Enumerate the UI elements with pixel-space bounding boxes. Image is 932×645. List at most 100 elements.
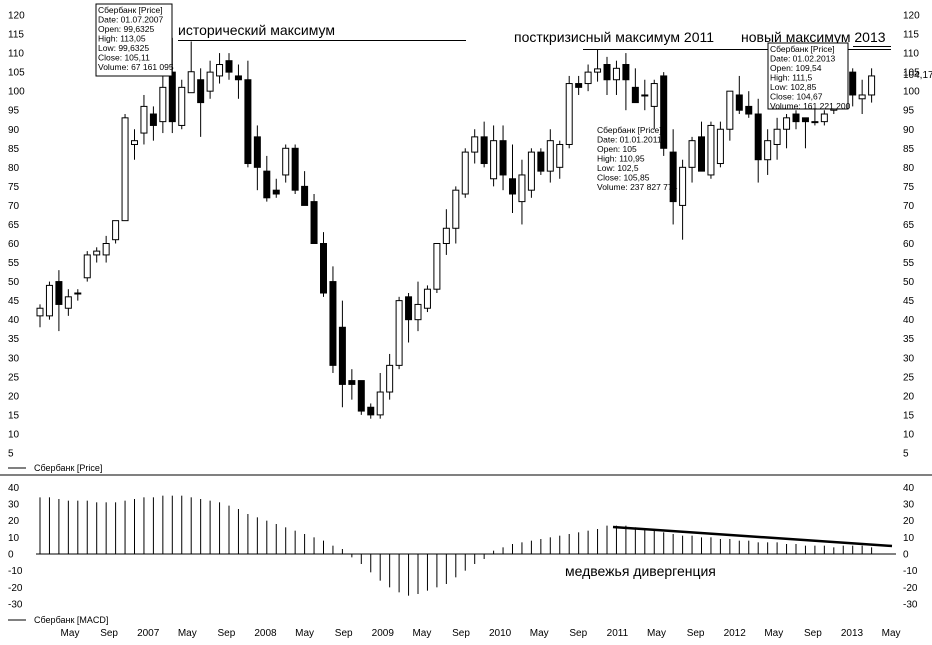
candle (764, 129, 772, 175)
candle-body-down (480, 136, 488, 165)
candle-body-up (556, 143, 564, 168)
macd-y-ticks-right: -30 -20 -10 0 10 20 30 40 (903, 483, 918, 611)
candle (301, 171, 309, 206)
tooltip-line: High: 111,5 (770, 73, 812, 83)
candle-body-up (688, 140, 696, 168)
candle-body-down (244, 79, 252, 165)
candle (858, 79, 866, 115)
annotation-historic-max: исторический максимум (178, 22, 335, 38)
macd-y-tick-left: 40 (8, 483, 20, 494)
price-panel: 5 10 15 20 25 30 35 40 45 50 55 60 65 70 75 80 85 90 95 100… (8, 3, 932, 460)
candle-body-down (631, 86, 639, 104)
candle (149, 106, 157, 141)
price-y-tick-right: 65 (903, 220, 915, 231)
candle (376, 372, 384, 419)
price-y-tick-left: 100 (8, 87, 25, 98)
candle (263, 155, 271, 202)
candle (660, 72, 668, 156)
candle-body-up (83, 254, 91, 279)
x-axis-label: 2007 (137, 628, 160, 639)
price-y-tick-left: 90 (8, 125, 20, 136)
x-axis-label: Sep (218, 628, 236, 639)
candle-body-up (612, 67, 620, 81)
candle-body-up (131, 140, 138, 145)
candle-body-up (112, 220, 120, 241)
candle-body-down (698, 136, 705, 172)
x-axis-label: Sep (100, 628, 118, 639)
candle-body-down (234, 75, 242, 81)
candle (556, 140, 564, 179)
candle-body-down (745, 105, 753, 115)
candle-body-up (395, 300, 403, 366)
macd-legend-label: Сбербанк [MACD] (34, 615, 108, 625)
tooltip-line: Date: 01.02.2013 (770, 54, 835, 64)
price-y-tick-left: 95 (8, 106, 20, 117)
price-y-tick-right: 5 (903, 448, 909, 459)
candle-body-up (187, 71, 195, 94)
candle-body-up (216, 64, 224, 77)
candle-body-up (461, 151, 469, 195)
candle-body-up (594, 68, 602, 73)
price-y-tick-right: 70 (903, 201, 915, 212)
candle-body-up (811, 121, 819, 124)
candle (329, 266, 337, 373)
price-y-tick-left: 30 (8, 353, 20, 364)
candle (112, 220, 120, 244)
candle-body-down (575, 83, 583, 88)
candle-body-down (754, 113, 762, 161)
candle-body-up (206, 71, 214, 92)
candle (631, 68, 639, 104)
candle-body-down (338, 326, 346, 385)
candle-body-up (386, 364, 394, 393)
candle-body-up (423, 288, 431, 309)
candle-body-down (622, 64, 630, 81)
x-axis-label: May (412, 628, 431, 639)
price-y-tick-right: 115 (903, 30, 919, 41)
candle-body-down (225, 60, 233, 73)
candle-body-up (64, 296, 72, 309)
candle-body-up (140, 105, 148, 134)
x-axis-label: 2013 (841, 628, 864, 639)
candle (480, 121, 488, 168)
candle-body-up (527, 151, 535, 191)
tooltip-line: Open: 109,54 (770, 63, 822, 73)
tooltip-line: High: 113,05 (98, 34, 146, 44)
candle-body-up (102, 243, 110, 256)
candle (707, 121, 715, 179)
tooltip-line: Open: 99,6325 (98, 24, 155, 34)
candle (206, 60, 214, 99)
macd-y-tick-right: 30 (903, 499, 915, 510)
candle (490, 125, 498, 187)
price-y-tick-right: 80 (903, 163, 915, 174)
candle (282, 144, 290, 183)
divergence-trend-line (612, 525, 893, 548)
candle (650, 79, 658, 130)
candle (102, 235, 110, 263)
price-y-ticks-right: 5 10 15 20 25 30 35 40 45 50 55 60 65 70 75 80 85 90 95 100… (903, 11, 920, 460)
candle-body-down (320, 243, 327, 294)
price-y-tick-right: 85 (903, 144, 915, 155)
price-y-tick-right: 75 (903, 182, 915, 193)
macd-y-tick-right: -30 (903, 600, 918, 611)
macd-y-tick-right: 10 (903, 533, 915, 544)
price-y-tick-right: 105 (903, 68, 920, 79)
macd-y-tick-right: 20 (903, 516, 915, 527)
price-y-tick-right: 95 (903, 106, 915, 117)
price-y-tick-right: 30 (903, 353, 915, 364)
candle-body-up (452, 189, 460, 229)
annotation-postcrisis-max-2011: посткризисный максимум 2011 (514, 29, 714, 45)
candle (471, 129, 479, 164)
tooltip-line: Close: 104,67 (770, 92, 823, 102)
tooltip-line: Сбербанк [Price] (597, 125, 662, 135)
candle-body-down (291, 147, 299, 191)
x-axis-label: May (61, 628, 80, 639)
price-y-tick-left: 120 (8, 11, 25, 22)
tooltip-frame (767, 42, 849, 110)
x-axis-label: Sep (687, 628, 705, 639)
price-y-tick-left: 60 (8, 239, 20, 250)
tooltip-line: Date: 01.07.2007 (98, 15, 163, 25)
candle-body-down (301, 185, 309, 206)
macd-y-tick-left: 10 (8, 533, 20, 544)
